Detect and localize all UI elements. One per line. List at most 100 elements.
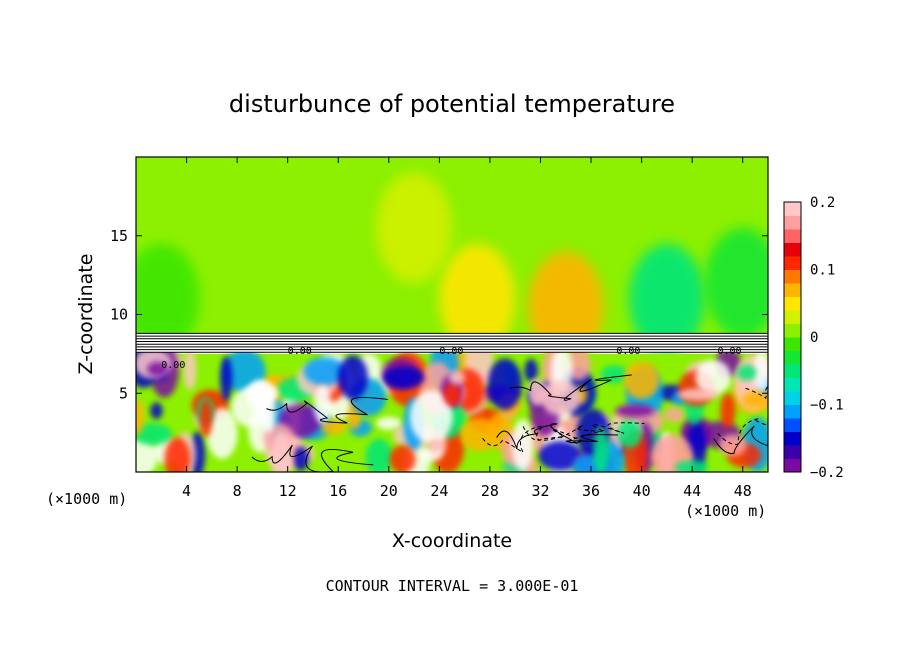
lower-patch xyxy=(220,356,233,402)
lower-patch xyxy=(677,388,719,401)
contour-label: 0.00 xyxy=(161,360,185,371)
lower-patch xyxy=(720,393,736,429)
colorbar-swatch xyxy=(784,391,801,405)
colorbar-tick-label: 0 xyxy=(810,330,818,346)
x-tick-label: 20 xyxy=(380,482,398,500)
stable-layer-band xyxy=(136,332,768,353)
lower-patch xyxy=(320,419,347,435)
lower-patch xyxy=(136,438,158,472)
lower-patch xyxy=(664,407,685,423)
contour-label: 0.00 xyxy=(439,346,463,357)
y-tick-label: 5 xyxy=(119,384,128,402)
lower-patch xyxy=(623,361,660,399)
colorbar-swatch xyxy=(784,283,801,297)
x-tick-label: 44 xyxy=(683,482,701,500)
lower-patch xyxy=(615,404,655,418)
colorbar-swatch xyxy=(784,323,801,338)
contour-interval-footer: CONTOUR INTERVAL = 3.000E-01 xyxy=(326,577,579,595)
lower-patch xyxy=(136,423,172,446)
boundary-layer-field xyxy=(136,339,768,472)
lower-patch xyxy=(337,355,368,400)
x-tick-label: 4 xyxy=(182,482,191,500)
lower-patch xyxy=(365,438,393,472)
lower-patch xyxy=(206,407,238,459)
contour-line xyxy=(713,425,768,455)
x-tick-label: 8 xyxy=(233,482,242,500)
upper-patch xyxy=(628,243,705,354)
lower-patch xyxy=(460,417,499,452)
colorbar-swatch xyxy=(784,377,801,392)
lower-patch xyxy=(593,426,609,472)
lower-patch xyxy=(164,437,191,472)
contour-line xyxy=(510,374,632,401)
colorbar-tick-label: 0.2 xyxy=(810,195,835,211)
lower-patch xyxy=(199,399,213,438)
lower-patch xyxy=(183,349,197,391)
lower-patch xyxy=(293,446,309,472)
lower-patch xyxy=(512,419,534,471)
colorbar-tick-label: −0.2 xyxy=(810,465,844,481)
colorbar-swatch xyxy=(784,269,801,284)
stable-layer-fill xyxy=(136,333,768,353)
contour-label: 0.00 xyxy=(288,346,312,357)
x-tick-label: 36 xyxy=(582,482,600,500)
colorbar-swatch xyxy=(784,202,801,216)
lower-patch xyxy=(566,349,591,381)
y-axis: 5 10 15 xyxy=(110,227,768,402)
lower-patch xyxy=(270,432,292,472)
lower-patch xyxy=(150,402,163,420)
lower-patch xyxy=(524,358,538,382)
contour-line xyxy=(522,422,645,441)
colorbar-swatch xyxy=(784,242,801,257)
lower-patch xyxy=(261,389,276,433)
lower-patch xyxy=(303,356,347,386)
lower-patch xyxy=(443,383,461,407)
lower-patch xyxy=(389,445,416,472)
upper-patch xyxy=(439,243,516,354)
chart-title: disturbunce of potential temperature xyxy=(229,90,675,118)
contour-line xyxy=(717,418,768,445)
x-tick-label: 48 xyxy=(734,482,752,500)
colorbar-swatch xyxy=(784,337,801,351)
upper-field xyxy=(136,157,768,362)
lower-patch xyxy=(737,364,757,381)
lower-patch xyxy=(383,366,425,389)
colorbar-swatch xyxy=(784,229,801,243)
contour-label: 0.00 xyxy=(717,346,741,357)
lower-patch xyxy=(136,399,144,436)
lower-patch xyxy=(448,370,466,385)
colorbar-frame xyxy=(783,201,802,473)
colorbar-swatch xyxy=(784,404,801,419)
x-unit-left: (×1000 m) xyxy=(46,490,127,508)
colorbar-swatch xyxy=(784,445,801,459)
lower-patch xyxy=(695,359,732,396)
contour-line xyxy=(482,424,605,454)
colorbar-tick-label: −0.1 xyxy=(810,398,844,414)
lower-patch xyxy=(719,434,747,457)
lower-patch xyxy=(617,420,642,448)
upper-patch xyxy=(376,172,453,283)
lower-patch xyxy=(651,434,694,472)
contour-lines: 0.00 0.00 0.00 0.00 0.00 xyxy=(161,346,768,472)
x-axis: 4 8 12 16 20 24 28 32 36 40 44 48 xyxy=(182,157,752,500)
colorbar-swatch xyxy=(784,215,801,230)
colorbar-swatch xyxy=(784,350,801,365)
x-tick-label: 16 xyxy=(329,482,347,500)
contour-line xyxy=(745,387,768,399)
lower-patch xyxy=(572,454,601,472)
y-axis-label: Z-coordinate xyxy=(75,254,97,375)
x-axis-label: X-coordinate xyxy=(392,530,512,552)
x-unit-right: (×1000 m) xyxy=(685,502,766,520)
lower-patch xyxy=(313,385,332,424)
lower-patch xyxy=(538,440,583,471)
colorbar-swatch xyxy=(784,458,801,473)
colorbar: 0.2 0.1 0 −0.1 −0.2 xyxy=(783,195,844,481)
x-tick-label: 40 xyxy=(633,482,651,500)
lower-patch xyxy=(376,416,402,430)
lower-patch xyxy=(409,390,453,443)
plot-area: 0.00 0.00 0.00 0.00 0.00 xyxy=(136,157,768,472)
colorbar-swatch xyxy=(784,296,801,311)
y-tick-label: 15 xyxy=(110,227,128,245)
contour-label: 0.00 xyxy=(616,346,640,357)
